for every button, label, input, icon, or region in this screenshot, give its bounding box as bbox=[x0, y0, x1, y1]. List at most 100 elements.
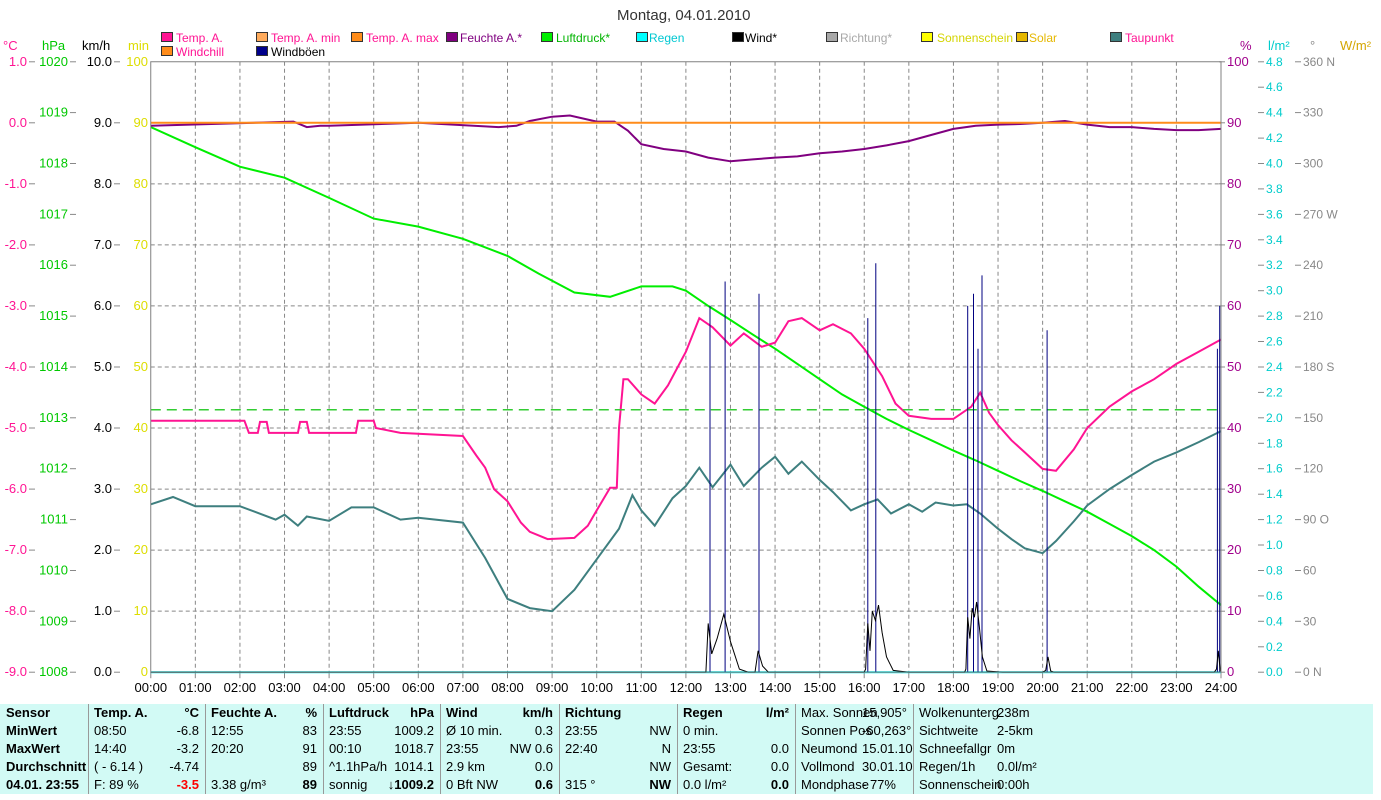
svg-text:22:00: 22:00 bbox=[1116, 680, 1149, 695]
svg-text:0.0: 0.0 bbox=[9, 115, 27, 130]
svg-text:2.4: 2.4 bbox=[1266, 360, 1283, 374]
svg-text:1014: 1014 bbox=[39, 359, 68, 374]
svg-text:08:00: 08:00 bbox=[491, 680, 524, 695]
svg-text:60: 60 bbox=[134, 298, 148, 313]
svg-text:4.6: 4.6 bbox=[1266, 80, 1283, 94]
svg-text:07:00: 07:00 bbox=[447, 680, 480, 695]
svg-text:03:00: 03:00 bbox=[268, 680, 301, 695]
svg-text:90 O: 90 O bbox=[1303, 513, 1329, 527]
svg-text:1.6: 1.6 bbox=[1266, 462, 1283, 476]
svg-text:70: 70 bbox=[134, 237, 148, 252]
svg-text:21:00: 21:00 bbox=[1071, 680, 1104, 695]
svg-text:02:00: 02:00 bbox=[224, 680, 257, 695]
svg-text:1.4: 1.4 bbox=[1266, 487, 1283, 501]
svg-text:4.0: 4.0 bbox=[94, 420, 112, 435]
svg-text:1.0: 1.0 bbox=[1266, 538, 1283, 552]
svg-text:11:00: 11:00 bbox=[626, 680, 658, 695]
svg-text:4.2: 4.2 bbox=[1266, 131, 1283, 145]
svg-text:-5.0: -5.0 bbox=[5, 420, 27, 435]
svg-text:09:00: 09:00 bbox=[536, 680, 569, 695]
svg-text:90: 90 bbox=[1227, 115, 1241, 130]
svg-text:270 W: 270 W bbox=[1303, 207, 1338, 221]
svg-text:2.6: 2.6 bbox=[1266, 335, 1283, 349]
svg-text:0 N: 0 N bbox=[1303, 665, 1322, 679]
svg-text:30: 30 bbox=[1303, 614, 1317, 628]
svg-text:05:00: 05:00 bbox=[357, 680, 390, 695]
svg-text:-7.0: -7.0 bbox=[5, 542, 27, 557]
svg-text:04:00: 04:00 bbox=[313, 680, 346, 695]
svg-text:90: 90 bbox=[134, 115, 148, 130]
svg-text:3.2: 3.2 bbox=[1266, 258, 1283, 272]
svg-text:4.0: 4.0 bbox=[1266, 157, 1283, 171]
svg-text:3.0: 3.0 bbox=[94, 481, 112, 496]
svg-text:9.0: 9.0 bbox=[94, 115, 112, 130]
svg-text:10: 10 bbox=[134, 603, 148, 618]
svg-text:1015: 1015 bbox=[39, 308, 68, 323]
svg-text:0.4: 0.4 bbox=[1266, 614, 1283, 628]
svg-text:0.8: 0.8 bbox=[1266, 564, 1283, 578]
svg-text:80: 80 bbox=[134, 176, 148, 191]
svg-text:01:00: 01:00 bbox=[179, 680, 212, 695]
svg-text:3.8: 3.8 bbox=[1266, 182, 1283, 196]
svg-text:-9.0: -9.0 bbox=[5, 664, 27, 679]
svg-text:2.0: 2.0 bbox=[1266, 411, 1283, 425]
svg-text:-3.0: -3.0 bbox=[5, 298, 27, 313]
svg-text:30: 30 bbox=[134, 481, 148, 496]
svg-text:1010: 1010 bbox=[39, 563, 68, 578]
svg-text:10.0: 10.0 bbox=[87, 54, 112, 69]
svg-text:3.4: 3.4 bbox=[1266, 233, 1283, 247]
svg-text:1.2: 1.2 bbox=[1266, 513, 1283, 527]
svg-text:0.0: 0.0 bbox=[94, 664, 112, 679]
svg-text:23:00: 23:00 bbox=[1160, 680, 1193, 695]
svg-text:150: 150 bbox=[1303, 411, 1323, 425]
svg-text:0.6: 0.6 bbox=[1266, 589, 1283, 603]
svg-text:1009: 1009 bbox=[39, 613, 68, 628]
svg-text:00:00: 00:00 bbox=[135, 680, 168, 695]
svg-text:330: 330 bbox=[1303, 106, 1323, 120]
svg-text:-1.0: -1.0 bbox=[5, 176, 27, 191]
svg-text:120: 120 bbox=[1303, 462, 1323, 476]
svg-text:3.0: 3.0 bbox=[1266, 284, 1283, 298]
svg-text:1.8: 1.8 bbox=[1266, 436, 1283, 450]
svg-text:1.0: 1.0 bbox=[9, 54, 27, 69]
svg-text:1019: 1019 bbox=[39, 105, 68, 120]
svg-text:-4.0: -4.0 bbox=[5, 359, 27, 374]
svg-text:60: 60 bbox=[1227, 298, 1241, 313]
svg-text:1018: 1018 bbox=[39, 156, 68, 171]
svg-text:1.0: 1.0 bbox=[94, 603, 112, 618]
svg-text:8.0: 8.0 bbox=[94, 176, 112, 191]
svg-text:13:00: 13:00 bbox=[714, 680, 747, 695]
svg-text:1011: 1011 bbox=[40, 512, 68, 527]
svg-text:-6.0: -6.0 bbox=[5, 481, 27, 496]
svg-text:100: 100 bbox=[1227, 54, 1249, 69]
svg-text:210: 210 bbox=[1303, 309, 1323, 323]
svg-text:1020: 1020 bbox=[39, 54, 68, 69]
svg-text:240: 240 bbox=[1303, 258, 1323, 272]
svg-text:2.0: 2.0 bbox=[94, 542, 112, 557]
svg-text:12:00: 12:00 bbox=[670, 680, 703, 695]
svg-text:60: 60 bbox=[1303, 564, 1317, 578]
svg-text:0.0: 0.0 bbox=[1266, 665, 1283, 679]
svg-text:19:00: 19:00 bbox=[982, 680, 1015, 695]
svg-text:1008: 1008 bbox=[39, 664, 68, 679]
svg-text:20:00: 20:00 bbox=[1026, 680, 1059, 695]
svg-text:300: 300 bbox=[1303, 157, 1323, 171]
svg-text:15:00: 15:00 bbox=[803, 680, 836, 695]
svg-text:4.4: 4.4 bbox=[1266, 106, 1283, 120]
svg-text:18:00: 18:00 bbox=[937, 680, 970, 695]
svg-text:1012: 1012 bbox=[39, 461, 68, 476]
svg-text:1016: 1016 bbox=[39, 257, 68, 272]
svg-text:40: 40 bbox=[1227, 420, 1241, 435]
svg-text:80: 80 bbox=[1227, 176, 1241, 191]
svg-text:30: 30 bbox=[1227, 481, 1241, 496]
svg-text:2.8: 2.8 bbox=[1266, 309, 1283, 323]
svg-text:4.8: 4.8 bbox=[1266, 55, 1283, 69]
svg-text:0: 0 bbox=[141, 664, 148, 679]
svg-text:2.2: 2.2 bbox=[1266, 385, 1283, 399]
svg-text:16:00: 16:00 bbox=[848, 680, 881, 695]
svg-text:0.2: 0.2 bbox=[1266, 640, 1283, 654]
svg-text:180 S: 180 S bbox=[1303, 360, 1334, 374]
svg-text:10: 10 bbox=[1227, 603, 1241, 618]
svg-text:24:00: 24:00 bbox=[1205, 680, 1238, 695]
svg-text:50: 50 bbox=[134, 359, 148, 374]
